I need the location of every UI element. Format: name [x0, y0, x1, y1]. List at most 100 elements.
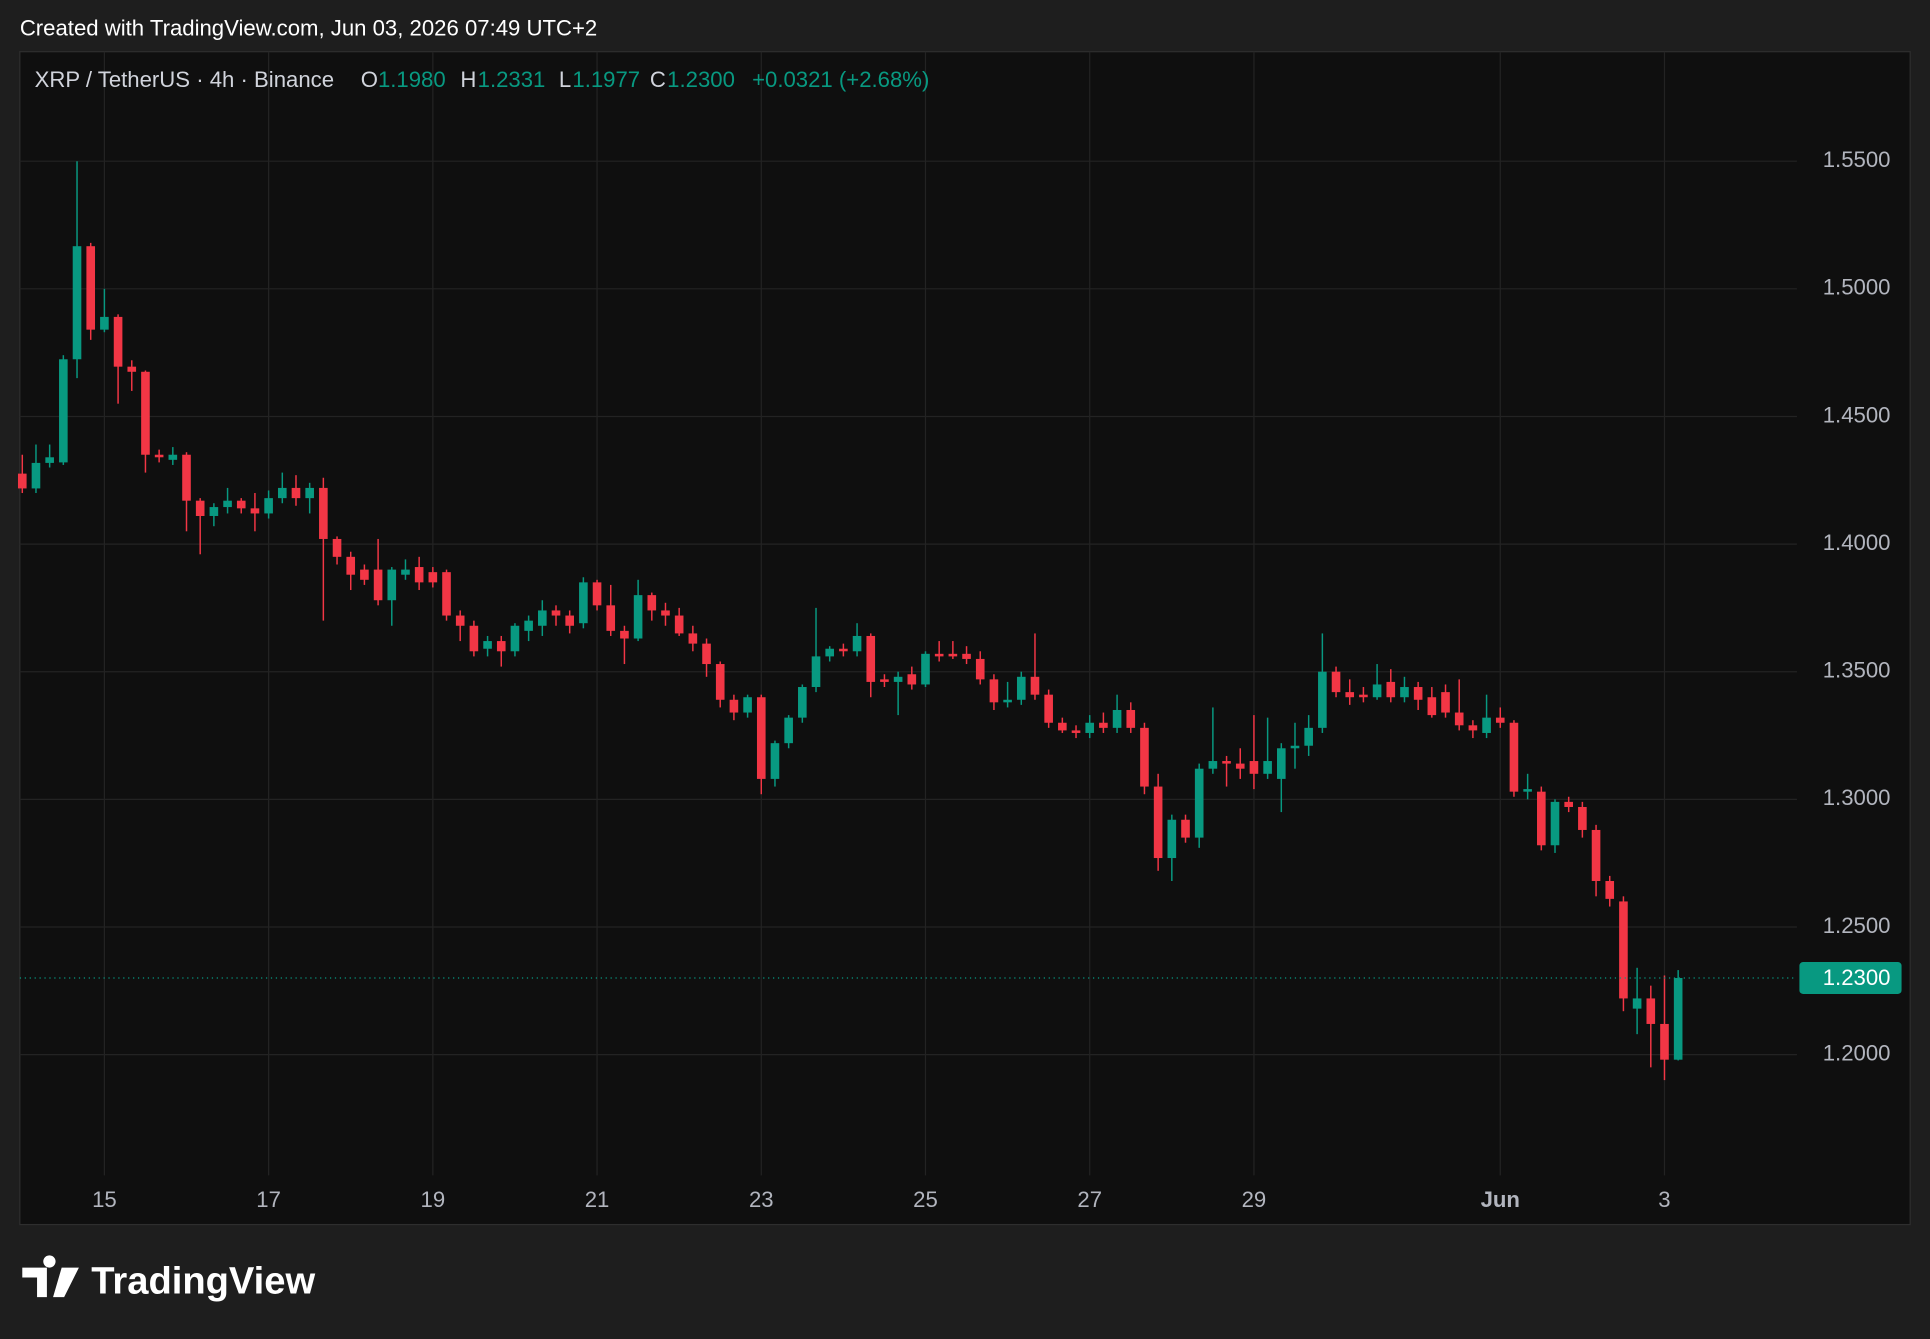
candle-body — [510, 625, 520, 652]
high-key: H — [460, 67, 476, 92]
candle-body — [524, 620, 533, 631]
candle-body — [1140, 727, 1149, 787]
candle-body — [1181, 819, 1190, 838]
candle-body — [154, 454, 164, 458]
candle-body — [975, 658, 985, 680]
candle-body — [86, 246, 96, 330]
candle-body — [141, 371, 150, 455]
candle-body — [866, 635, 876, 682]
legend: XRP / TetherUS · 4h · Binance O 1.1980 H… — [35, 67, 930, 92]
y-tick-label: 1.2500 — [1823, 913, 1891, 938]
y-tick-label: 1.5000 — [1823, 275, 1891, 300]
candle-body — [360, 569, 369, 580]
candle-body — [1126, 709, 1136, 728]
candle-body — [1413, 687, 1423, 700]
open-value: 1.1980 — [378, 67, 446, 92]
candle-body — [606, 605, 616, 631]
candle-body — [1167, 819, 1177, 859]
candle-body — [1550, 801, 1560, 846]
candle-body — [1646, 998, 1656, 1024]
candle-body — [127, 366, 137, 372]
candle-body — [620, 630, 629, 639]
candle-body — [17, 473, 27, 489]
watermark: Created with TradingView.com, Jun 03, 20… — [20, 15, 597, 40]
candle-body — [770, 743, 780, 779]
candle-body — [661, 610, 670, 616]
candle-body — [729, 699, 739, 713]
y-tick-label: 1.2000 — [1823, 1040, 1891, 1065]
change: +0.0321 (+2.68%) — [752, 67, 929, 92]
candle-body — [1523, 789, 1532, 792]
candle-body — [1427, 697, 1437, 716]
candle-body — [1030, 676, 1040, 695]
candle-body — [1468, 725, 1478, 731]
candle-body — [1509, 722, 1519, 792]
y-tick-label: 1.3000 — [1823, 785, 1891, 810]
candle-body — [1276, 748, 1286, 779]
candle-body — [59, 359, 68, 463]
candle-body — [319, 487, 328, 539]
candle-body — [1290, 745, 1300, 749]
candle-body — [1673, 978, 1683, 1060]
y-tick-label: 1.4500 — [1823, 402, 1891, 427]
candle-body — [1345, 692, 1355, 698]
candle-body — [469, 625, 479, 652]
candle-body — [784, 717, 793, 744]
candle-body — [387, 569, 397, 601]
candle-body — [277, 487, 287, 499]
candle-body — [579, 582, 588, 624]
candle-body — [989, 679, 999, 703]
x-tick-label: 21 — [585, 1187, 610, 1212]
candle-body — [414, 567, 424, 583]
x-tick-label: 17 — [256, 1187, 281, 1212]
candle-body — [551, 610, 561, 616]
candle-body — [852, 635, 862, 652]
candle-body — [1632, 998, 1642, 1009]
x-tick-label: 25 — [913, 1187, 938, 1212]
candle-body — [715, 664, 725, 700]
candle-body — [1591, 829, 1601, 882]
close-value: 1.2300 — [667, 67, 735, 92]
candle-body — [1537, 791, 1546, 846]
candle-body — [346, 556, 356, 575]
candle-body — [743, 697, 752, 713]
candle-body — [1112, 709, 1122, 728]
candle-body — [1386, 681, 1396, 698]
candle-body — [893, 676, 903, 682]
candle-body — [1331, 671, 1341, 693]
candle-body — [1235, 763, 1245, 769]
candle-body — [907, 674, 917, 685]
candle-body — [483, 641, 492, 649]
candle-body — [921, 653, 930, 685]
candle-body — [1454, 712, 1464, 726]
candle-body — [962, 653, 971, 659]
candle-body — [100, 316, 109, 330]
candle-body — [1249, 761, 1259, 774]
close-key: C — [650, 67, 666, 92]
candle-body — [223, 500, 232, 508]
candle-body — [1016, 676, 1026, 700]
last-price-box — [1799, 962, 1902, 995]
y-tick-label: 1.5500 — [1823, 147, 1891, 172]
candle-body — [72, 246, 82, 360]
candle-body — [811, 656, 821, 688]
candle-body — [538, 610, 547, 626]
candle-body — [373, 569, 383, 601]
candle-body — [332, 538, 342, 557]
candle-body — [934, 653, 944, 657]
candle-body — [1099, 722, 1108, 728]
x-tick-label: 15 — [92, 1187, 117, 1212]
candle-body — [592, 582, 602, 606]
candle-body — [1003, 699, 1012, 703]
candle-body — [31, 462, 41, 489]
x-tick-label: 23 — [749, 1187, 774, 1212]
candle-body — [1482, 717, 1491, 733]
grid: 1.2000 1.2500 1.3000 1.3500 1.4000 1.4500 1.50… — [19, 51, 1891, 1212]
candle-body — [209, 507, 219, 516]
candle-body — [195, 500, 205, 516]
candle-body — [1605, 881, 1615, 899]
candle-body — [1578, 806, 1587, 830]
y-tick-label: 1.4000 — [1823, 530, 1891, 555]
symbol: XRP / TetherUS · 4h · Binance — [35, 67, 334, 92]
